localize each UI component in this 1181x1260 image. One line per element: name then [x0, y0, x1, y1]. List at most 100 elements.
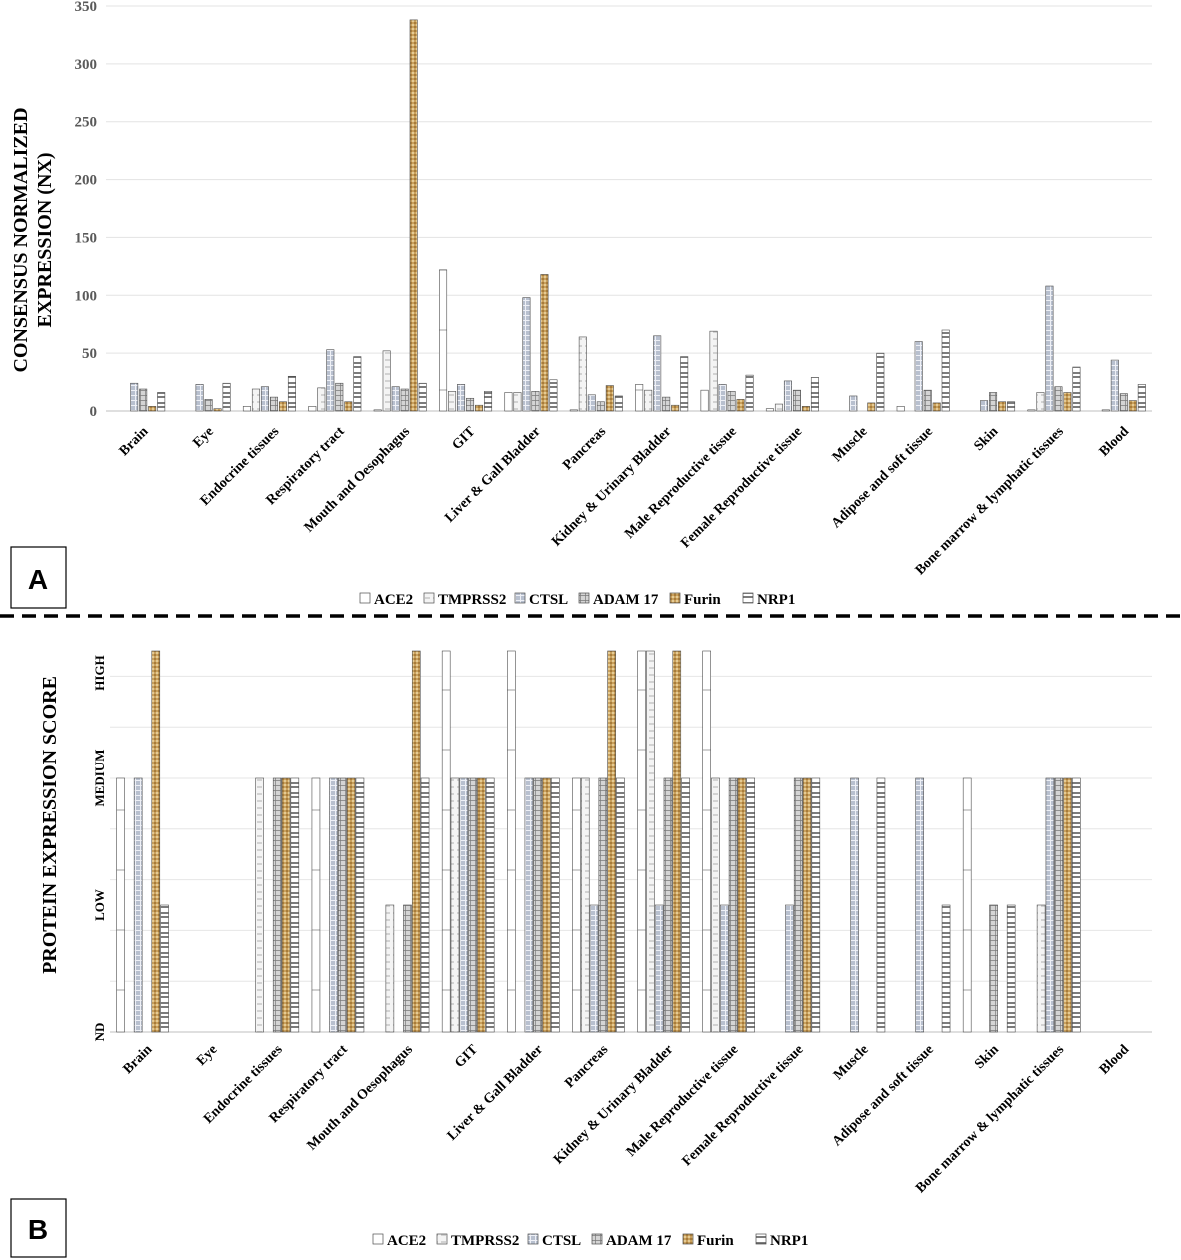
panel-b-y-ticks: ND LOW MEDIUM HIGH — [92, 655, 107, 1041]
panel-b-bar-endocrine-tissues-tmprss2 — [255, 777, 264, 1033]
panel-b-x-label-eye: Eye — [194, 1042, 221, 1069]
panel-a-x-label-skin: Skin — [972, 424, 1002, 454]
panel-a-bar-git-ace2 — [439, 269, 448, 412]
panel-b-bar-respiratory-tract-ctsl — [329, 777, 338, 1033]
panel-a-bar-liver-and-gall-bladder-nrp1 — [549, 379, 558, 412]
panel-b-y-tick-label: MEDIUM — [92, 749, 107, 806]
panel-a-legend-swatch-furin — [669, 592, 681, 604]
panel-a-legend-swatch-tmprss2 — [423, 592, 435, 604]
panel-a-bar-mouth-and-oesophagus-tmprss2 — [382, 350, 391, 412]
panel-a-legend-label-adam-17: ADAM 17 — [593, 592, 659, 608]
panel-a-bar-eye-furin — [213, 408, 222, 412]
panel-a-bar-blood-nrp1 — [1137, 384, 1146, 412]
panel-a-bar-bone-marrow-and-lymphatic-tissues-nrp1 — [1072, 366, 1081, 412]
panel-b-x-label-female-reproductive-tissue: Female Reproductive tissue — [680, 1042, 807, 1169]
panel-b-bar-respiratory-tract-adam-17 — [338, 777, 347, 1033]
panel-b-legend-label-ctsl: CTSL — [542, 1233, 581, 1249]
panel-b-x-label-git: GIT — [452, 1042, 481, 1071]
panel-b-label-box — [10, 1198, 67, 1258]
panel-b-bars — [116, 650, 1081, 1033]
panel-a-bar-male-reproductive-tissue-ctsl — [718, 384, 727, 412]
panel-a-bar-blood-adam-17 — [1119, 393, 1128, 412]
panel-b-bar-brain-ace2 — [116, 777, 125, 1033]
panel-a-bar-female-reproductive-tissue-ctsl — [783, 380, 792, 412]
panel-a-bar-liver-and-gall-bladder-furin — [540, 274, 549, 412]
panel-a-legend-label-tmprss2: TMPRSS2 — [438, 592, 506, 608]
panel-a-legend-swatch-adam-17 — [578, 592, 590, 604]
panel-b-bar-mouth-and-oesophagus-tmprss2 — [385, 904, 395, 1033]
panel-b-bar-kidney-and-urinary-bladder-furin — [672, 650, 682, 1033]
panel-b-legend-swatch-ace2 — [372, 1233, 384, 1245]
panel-a-x-label-male-reproductive-tissue: Male Reproductive tissue — [622, 424, 740, 542]
panel-b-bar-brain-furin — [151, 650, 161, 1033]
panel-b-bar-bone-marrow-and-lymphatic-tissues-furin — [1063, 777, 1072, 1033]
panel-a-bar-git-nrp1 — [484, 391, 493, 412]
panel-b-bar-skin-nrp1 — [1006, 904, 1016, 1033]
panel-b-legend-label-adam-17: ADAM 17 — [606, 1233, 672, 1249]
panel-a-bar-kidney-and-urinary-bladder-ace2 — [635, 384, 644, 412]
panel-a-bar-blood-furin — [1128, 400, 1137, 412]
panel-a-y-ticks: 0 50 100 150 200 250 300 350 — [75, 0, 98, 420]
panel-b-label: B — [28, 1214, 48, 1245]
panel-b-bar-bone-marrow-and-lymphatic-tissues-nrp1 — [1072, 777, 1081, 1033]
panel-b-bar-bone-marrow-and-lymphatic-tissues-tmprss2 — [1036, 904, 1046, 1033]
panel-b-bar-pancreas-ace2 — [572, 777, 581, 1033]
panel-b-x-label-mouth-and-oesophagus: Mouth and Oesophagus — [305, 1042, 417, 1154]
panel-a-bar-git-tmprss2 — [448, 391, 457, 412]
panel-b-bar-git-nrp1 — [485, 777, 495, 1033]
panel-b-x-label-male-reproductive-tissue: Male Reproductive tissue — [624, 1042, 742, 1160]
panel-b-legend-swatch-adam-17 — [591, 1233, 603, 1245]
panel-b-bar-kidney-and-urinary-bladder-nrp1 — [681, 777, 690, 1033]
panel-b-legend-label-furin: Furin — [697, 1233, 734, 1249]
panel-a-bar-skin-furin — [998, 401, 1007, 412]
panel-a-x-label-female-reproductive-tissue: Female Reproductive tissue — [678, 424, 805, 551]
panel-a-bar-git-furin — [475, 404, 484, 412]
panel-a-x-label-muscle: Muscle — [830, 424, 871, 465]
panel-b-bar-female-reproductive-tissue-adam-17 — [793, 777, 803, 1033]
panel-a-bar-brain-ctsl — [130, 382, 139, 412]
panel-b-bar-kidney-and-urinary-bladder-adam-17 — [663, 777, 673, 1033]
panel-b-bar-female-reproductive-tissue-ctsl — [785, 904, 794, 1033]
panel-a-bar-mouth-and-oesophagus-furin — [409, 19, 418, 412]
panel-a-y-tick-label: 300 — [75, 57, 98, 73]
panel-a-bar-endocrine-tissues-ace2 — [242, 406, 251, 412]
panel-a-y-tick-label: 250 — [75, 115, 98, 131]
panel-b-bar-respiratory-tract-furin — [346, 777, 356, 1033]
panel-a-bar-adipose-and-soft-tissue-adam-17 — [923, 389, 932, 412]
panel-a-bar-brain-nrp1 — [157, 392, 166, 412]
panel-b-bar-liver-and-gall-bladder-ace2 — [507, 650, 516, 1033]
panel-a-bar-kidney-and-urinary-bladder-adam-17 — [662, 396, 671, 412]
panel-a-bar-male-reproductive-tissue-adam-17 — [727, 391, 736, 412]
panel-a-bar-mouth-and-oesophagus-nrp1 — [418, 382, 427, 412]
panel-a-bar-muscle-nrp1 — [876, 352, 885, 412]
panel-b-legend-label-ace2: ACE2 — [387, 1233, 426, 1249]
panel-b-legend-label-tmprss2: TMPRSS2 — [451, 1233, 519, 1249]
panel-a-bar-adipose-and-soft-tissue-furin — [932, 402, 941, 412]
panel-a-bar-kidney-and-urinary-bladder-ctsl — [653, 335, 662, 412]
panel-a-bar-git-ctsl — [457, 384, 466, 412]
panel-a-y-title-line2: EXPRESSION (NX) — [34, 152, 56, 327]
panel-a-bar-male-reproductive-tissue-tmprss2 — [709, 330, 718, 412]
panel-b-bar-pancreas-ctsl — [589, 904, 599, 1033]
panel-b-legend-swatch-nrp1 — [755, 1233, 767, 1245]
panel-b-legend-swatch-tmprss2 — [436, 1233, 448, 1245]
panel-b-bar-git-adam-17 — [468, 777, 477, 1033]
panel-a-bar-pancreas-ace2 — [569, 409, 578, 412]
panel-a-bar-female-reproductive-tissue-furin — [801, 406, 810, 412]
panel-a-legend-label-ace2: ACE2 — [374, 592, 413, 608]
panel-b-y-tick-label: ND — [92, 1023, 107, 1042]
panel-a-y-tick-label: 350 — [75, 0, 98, 15]
panel-a-bar-mouth-and-oesophagus-ctsl — [391, 386, 400, 412]
panel-a-bar-endocrine-tissues-furin — [278, 401, 287, 412]
panel-b-x-label-bone-marrow-and-lymphatic-tissues: Bone marrow & lymphatic tissues — [913, 1042, 1067, 1196]
panel-b-bar-git-ace2 — [441, 650, 451, 1033]
panel-a-bar-adipose-and-soft-tissue-ace2 — [896, 406, 905, 412]
panel-a-bar-respiratory-tract-tmprss2 — [317, 387, 326, 412]
panel-b-bar-kidney-and-urinary-bladder-ace2 — [637, 650, 646, 1033]
panel-b-bar-respiratory-tract-nrp1 — [355, 777, 365, 1033]
panel-a-x-label-blood: Blood — [1097, 424, 1133, 460]
panel-a-bar-kidney-and-urinary-bladder-tmprss2 — [644, 389, 653, 412]
panel-a-bar-liver-and-gall-bladder-ace2 — [504, 392, 513, 412]
